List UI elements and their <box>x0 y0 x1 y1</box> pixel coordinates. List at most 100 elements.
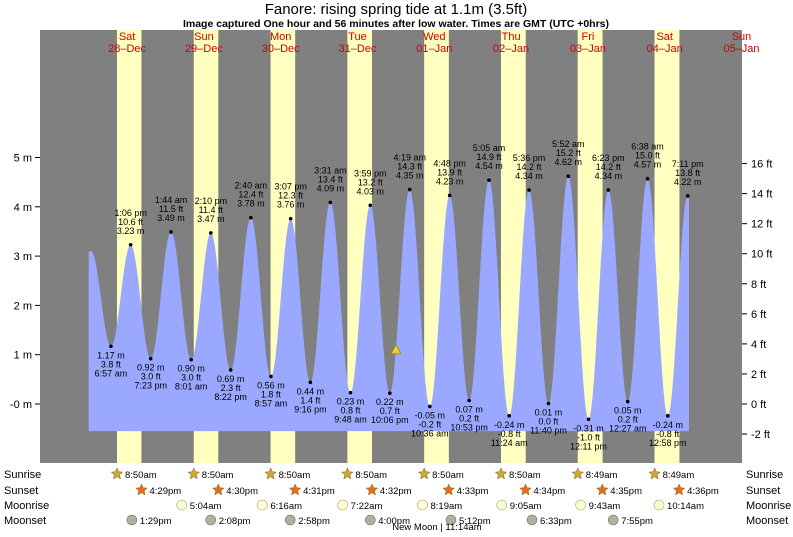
left-tick-label: 3 m <box>14 251 32 263</box>
high-tide-time: 3:59 pm <box>354 168 387 178</box>
sunset-icon <box>135 483 148 496</box>
low-tide-time: 9:48 am <box>334 415 367 425</box>
high-tide-m: 4.54 m <box>475 161 503 171</box>
tide-point <box>507 414 511 418</box>
low-tide-m: -0.31 m <box>573 423 604 433</box>
low-tide-ft: 0.0 ft <box>538 417 559 427</box>
low-tide-ft: 0.2 ft <box>618 415 639 425</box>
low-tide-ft: -0.8 ft <box>498 429 522 439</box>
tide-point <box>645 176 650 181</box>
high-tide-m: 4.57 m <box>634 160 662 170</box>
moonset-time: 2:58pm <box>298 516 330 527</box>
tide-point <box>328 200 333 205</box>
high-tide-ft: 15.0 ft <box>635 151 661 161</box>
high-tide-m: 4.09 m <box>317 183 345 193</box>
low-tide-m: 0.07 m <box>455 405 483 415</box>
high-tide-m: 4.22 m <box>674 177 702 187</box>
high-tide-m: 4.03 m <box>356 186 384 196</box>
moonset-icon <box>364 514 376 526</box>
moonrise-icon <box>653 499 665 511</box>
sunset-time: 4:35pm <box>610 486 642 497</box>
sunset-icon <box>595 483 609 496</box>
tide-point <box>407 187 412 192</box>
sunset-icon <box>442 483 456 496</box>
high-tide-time: 4:48 pm <box>433 158 466 168</box>
low-tide-time: 10:53 pm <box>450 423 488 433</box>
tide-point <box>249 215 253 220</box>
right-tick-label: 8 ft <box>751 279 766 291</box>
sunset-icon <box>211 483 225 496</box>
moonset-icon <box>126 514 138 526</box>
high-tide-time: 1:44 am <box>155 195 188 205</box>
low-tide-time: 10:06 pm <box>371 415 409 425</box>
sunrise-time: 8:50am <box>202 470 234 481</box>
low-tide-m: 0.56 m <box>257 380 285 390</box>
tide-point <box>288 216 293 221</box>
high-tide-time: 1:06 pm <box>114 208 147 218</box>
low-tide-ft: 0.8 ft <box>340 406 361 416</box>
high-tide-ft: 14.3 ft <box>397 162 423 172</box>
sunset-icon <box>519 483 532 496</box>
low-tide-time: 8:01 am <box>175 382 208 392</box>
moonrise-time: 6:16am <box>270 501 302 512</box>
sunrise-time: 8:49am <box>586 470 618 481</box>
high-tide-ft: 10.6 ft <box>118 217 144 227</box>
day-of-week: Sat <box>119 31 136 43</box>
tide-point <box>625 399 630 404</box>
row-label-right: Moonset <box>746 515 788 527</box>
low-tide-m: 0.22 m <box>376 397 404 407</box>
tide-point <box>428 404 432 409</box>
tide-point <box>566 174 571 179</box>
moonset-time: 5:12pm <box>459 516 491 527</box>
moonrise-time: 9:05am <box>510 501 542 512</box>
high-tide-m: 4.34 m <box>515 171 543 181</box>
axes: -0 m 1 m 2 m 3 m 4 m 5 m -2 ft 0 ft 2 ft 4 ft 6 ft… <box>10 153 772 442</box>
row-label-left: Sunset <box>4 485 38 497</box>
tide-point <box>467 398 471 403</box>
high-tide-time: 2:40 am <box>235 181 268 191</box>
tide-point <box>269 374 273 379</box>
day-of-week: Sat <box>656 31 673 43</box>
high-tide-m: 4.23 m <box>436 176 464 186</box>
left-tick-label: 1 m <box>14 350 32 362</box>
low-tide-ft: 1.4 ft <box>300 395 321 405</box>
low-tide-m: 0.92 m <box>137 363 165 373</box>
sunrise-time: 8:50am <box>432 470 464 481</box>
high-tide-m: 3.76 m <box>277 200 305 210</box>
sunset-time: 4:34pm <box>534 486 566 497</box>
low-tide-m: 1.17 m <box>97 350 125 360</box>
low-tide-time: 7:23 pm <box>134 381 167 391</box>
day-date: 28–Dec <box>108 43 146 55</box>
high-tide-ft: 14.2 ft <box>596 162 622 172</box>
tide-point <box>308 380 313 385</box>
low-tide-time: 11:40 pm <box>530 426 567 436</box>
right-tick-label: 6 ft <box>751 309 766 321</box>
row-label-left: Moonrise <box>4 500 49 512</box>
low-tide-ft: 3.0 ft <box>181 373 202 383</box>
sunset-time: 4:36pm <box>687 486 719 497</box>
tide-point <box>685 194 690 198</box>
high-tide-time: 2:10 pm <box>195 196 228 206</box>
high-tide-ft: 15.2 ft <box>556 148 582 158</box>
high-tide-ft: 13.8 ft <box>675 168 701 178</box>
moonrise-icon <box>176 499 188 511</box>
sunrise-time: 8:50am <box>355 470 387 481</box>
right-tick-label: 14 ft <box>751 189 772 201</box>
moonset-time: 4:00pm <box>378 516 410 527</box>
day-date: 05–Jan <box>723 43 759 55</box>
high-tide-time: 3:31 am <box>314 165 347 175</box>
high-tide-time: 6:38 am <box>631 142 664 152</box>
right-tick-label: 12 ft <box>751 219 772 231</box>
high-tide-ft: 12.4 ft <box>238 190 264 200</box>
low-tide-m: -0.24 m <box>653 420 684 430</box>
low-tide-time: 8:22 pm <box>214 392 247 402</box>
high-tide-m: 3.47 m <box>197 214 225 224</box>
day-date: 03–Jan <box>570 43 606 55</box>
low-tide-time: 9:16 pm <box>294 404 327 414</box>
high-tide-ft: 11.4 ft <box>199 205 224 215</box>
low-tide-ft: -1.0 ft <box>577 432 601 442</box>
high-tide-time: 4:19 am <box>393 153 426 163</box>
day-date: 02–Jan <box>493 43 529 55</box>
